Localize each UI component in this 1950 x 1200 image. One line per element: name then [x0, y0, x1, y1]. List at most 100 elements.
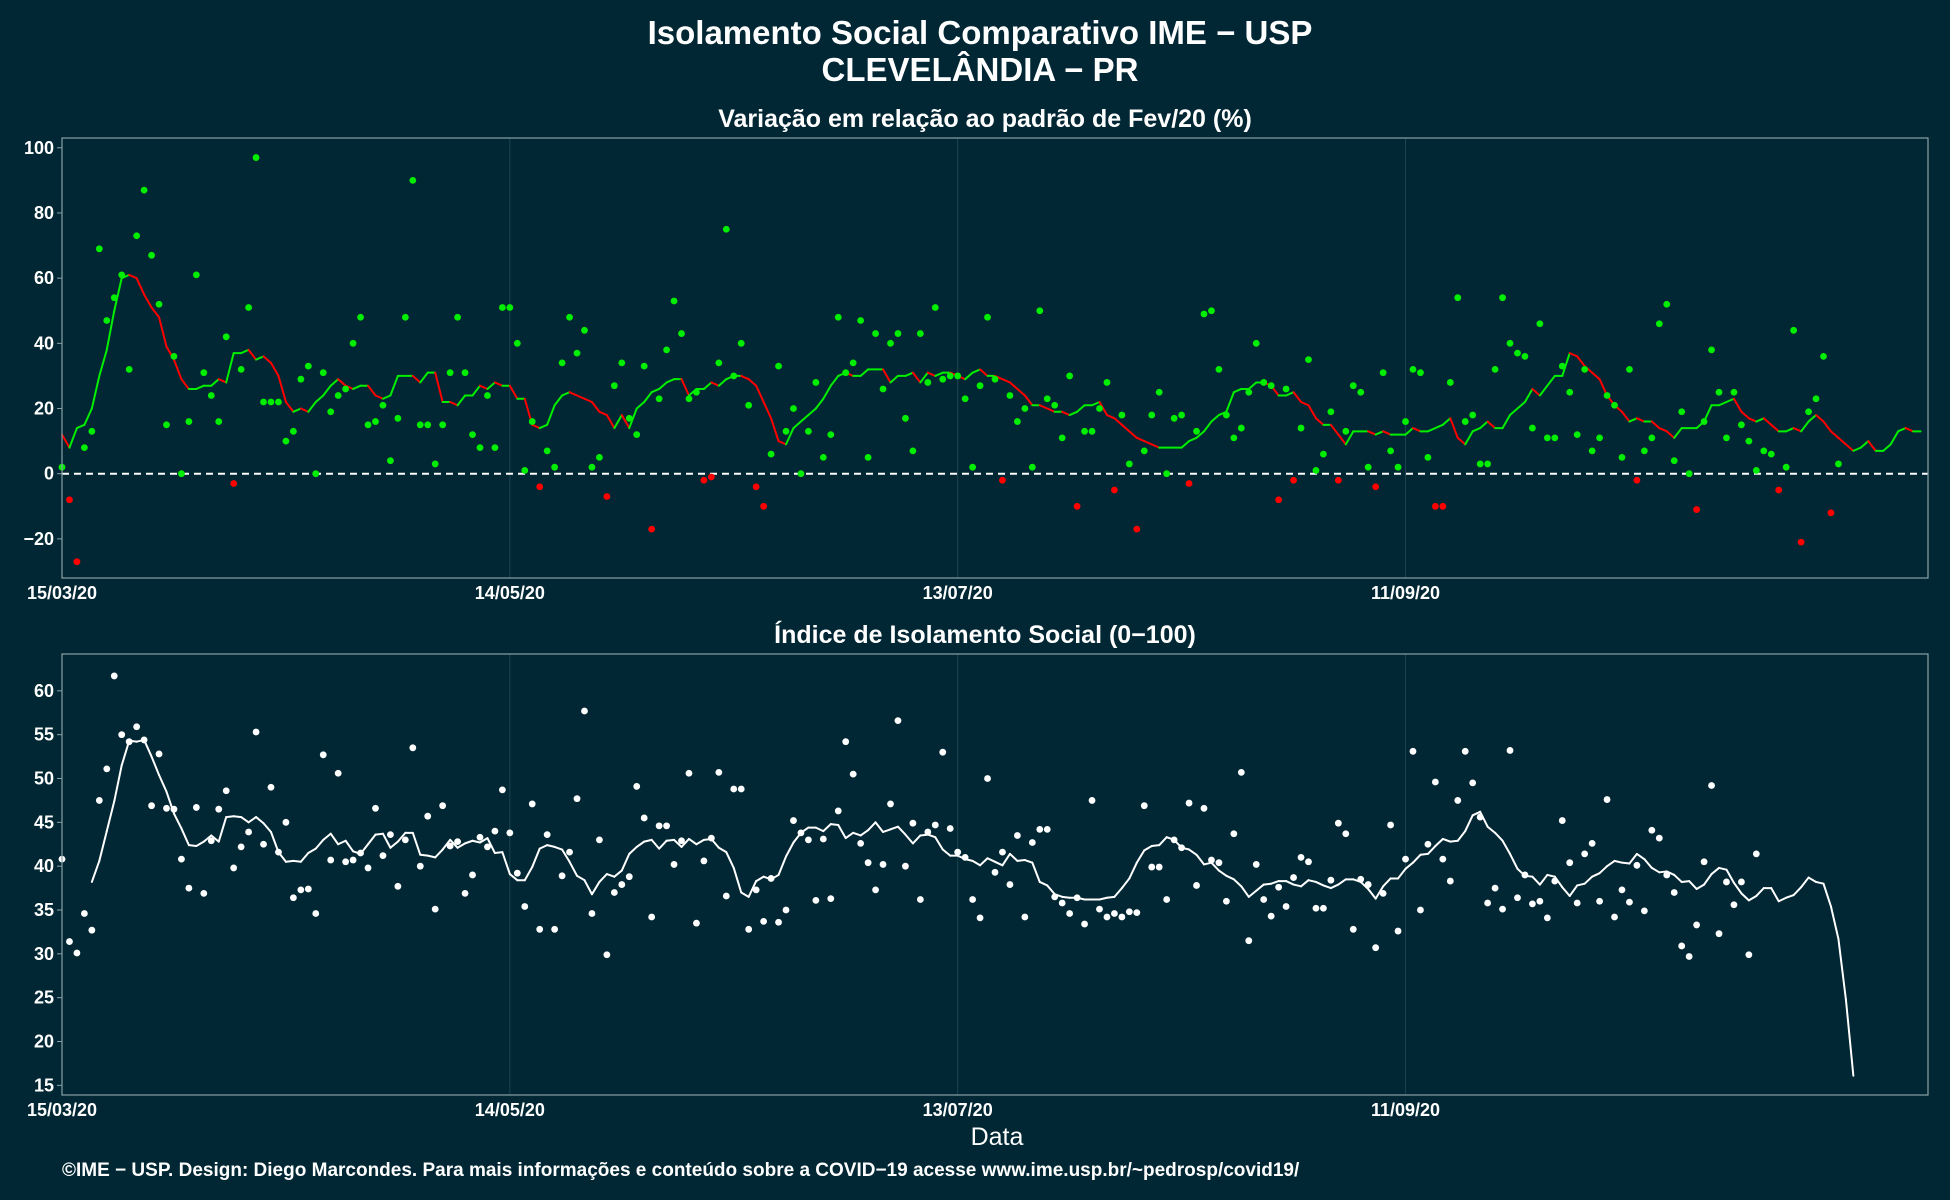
moving-average-segment	[322, 384, 332, 397]
data-point	[834, 807, 842, 815]
data-point	[1260, 896, 1268, 903]
data-point	[1640, 447, 1648, 455]
moving-average-segment	[829, 823, 840, 826]
moving-average-segment	[1852, 446, 1862, 452]
moving-average-segment	[1718, 401, 1728, 407]
moving-average-segment	[882, 828, 892, 833]
data-point	[185, 884, 193, 892]
moving-average-segment	[822, 384, 832, 400]
moving-average-segment	[1367, 430, 1377, 436]
moving-average-segment	[799, 414, 810, 423]
data-point	[424, 421, 432, 429]
moving-average-segment	[1135, 849, 1146, 864]
moving-average-segment	[1061, 895, 1071, 899]
moving-average-segment	[105, 800, 116, 833]
moving-average-segment	[1531, 875, 1541, 886]
moving-average-segment	[1113, 887, 1123, 898]
data-point	[215, 418, 223, 425]
moving-average-segment	[531, 847, 541, 869]
data-point	[207, 392, 215, 399]
moving-average-segment	[964, 371, 974, 381]
data-point	[118, 271, 126, 279]
data-point	[1618, 454, 1626, 461]
moving-average-segment	[1777, 896, 1788, 903]
moving-average-segment	[755, 384, 765, 403]
data-point	[1215, 366, 1223, 373]
data-point	[1417, 369, 1424, 377]
moving-average-segment	[1531, 387, 1541, 397]
moving-average-segment	[434, 848, 444, 859]
data-point	[819, 454, 827, 461]
data-point	[812, 379, 820, 386]
data-point	[1618, 886, 1626, 894]
data-point	[66, 938, 73, 945]
moving-average-segment	[299, 407, 310, 413]
moving-average-segment	[210, 378, 220, 387]
moving-average-segment	[1785, 894, 1795, 899]
data-point	[961, 395, 969, 403]
moving-average-segment	[1740, 410, 1750, 420]
data-point	[775, 362, 782, 370]
moving-average-segment	[971, 859, 982, 867]
moving-average-segment	[740, 374, 750, 381]
moving-average-segment	[1008, 381, 1019, 390]
moving-average-segment	[1128, 430, 1138, 439]
data-point	[1103, 379, 1111, 386]
moving-average-segment	[1747, 417, 1758, 423]
moving-average-segment	[1486, 420, 1497, 430]
data-point	[916, 330, 924, 337]
x-tick-label: 14/05/20	[475, 583, 545, 603]
moving-average-segment	[284, 401, 295, 413]
data-point	[745, 401, 753, 409]
moving-average-segment	[1441, 417, 1452, 426]
data-point	[737, 785, 745, 793]
moving-average-segment	[83, 407, 93, 426]
data-point	[1379, 369, 1387, 377]
data-point	[327, 856, 335, 864]
data-point	[625, 873, 633, 881]
moving-average-segment	[1628, 417, 1638, 423]
data-point	[1267, 382, 1275, 390]
moving-average-segment	[389, 374, 399, 397]
data-point	[745, 925, 753, 933]
moving-average-segment	[568, 860, 579, 877]
data-point	[1260, 379, 1268, 386]
moving-average-segment	[911, 834, 922, 845]
moving-average-segment	[829, 374, 840, 387]
moving-average-segment	[546, 404, 556, 426]
data-point	[431, 905, 439, 913]
data-point	[230, 480, 238, 487]
data-point	[252, 154, 260, 161]
data-point	[1372, 944, 1380, 952]
y-tick-label: 60	[34, 681, 54, 701]
moving-average-segment	[202, 834, 213, 843]
data-point	[1305, 858, 1312, 866]
data-point	[1767, 450, 1775, 458]
moving-average-segment	[807, 407, 817, 417]
moving-average-segment	[1426, 845, 1437, 855]
moving-average-segment	[717, 378, 728, 387]
x-tick-label: 14/05/20	[475, 1100, 545, 1120]
moving-average-segment	[269, 830, 280, 854]
moving-average-segment	[1456, 830, 1467, 842]
data-point	[1036, 825, 1044, 833]
moving-average-segment	[329, 832, 340, 846]
data-point	[95, 797, 103, 804]
data-point	[1327, 408, 1335, 416]
moving-average-segment	[971, 368, 982, 374]
moving-average-segment	[232, 815, 243, 819]
data-point	[1708, 782, 1715, 789]
data-point	[1723, 434, 1730, 442]
moving-average-segment	[762, 401, 773, 420]
moving-average-segment	[643, 838, 653, 843]
data-point	[476, 444, 484, 452]
moving-average-segment	[1262, 882, 1273, 886]
data-point	[1723, 878, 1730, 886]
data-point	[633, 431, 641, 438]
data-point	[961, 854, 969, 861]
data-point	[655, 395, 663, 403]
data-point	[1394, 927, 1402, 935]
data-point	[521, 903, 529, 910]
moving-average-segment	[1501, 839, 1512, 855]
data-point	[1820, 352, 1827, 360]
